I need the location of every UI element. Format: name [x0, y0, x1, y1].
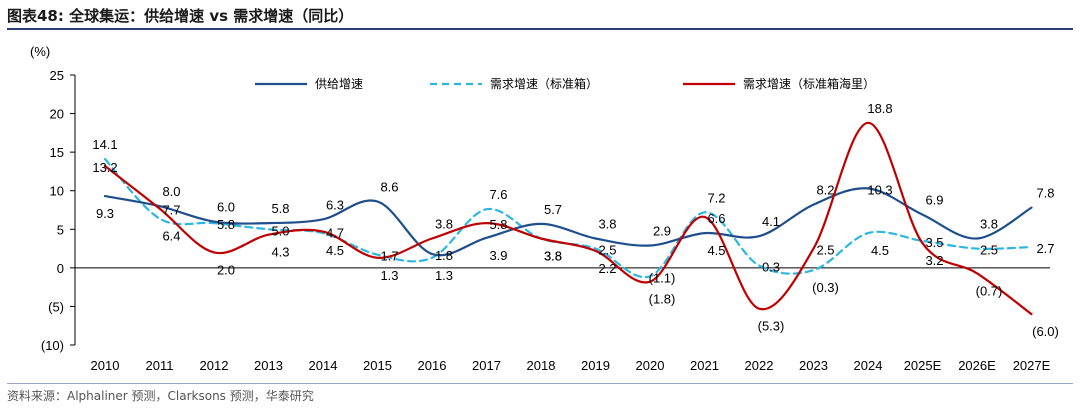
figure-title: 图表48: 全球集运：供给增速 vs 需求增速（同比）: [7, 7, 354, 25]
data-label-s1-2: 5.8: [217, 217, 235, 232]
data-label-s1-12: 0.3: [762, 260, 780, 275]
data-label-s2-11: 6.6: [707, 211, 725, 226]
data-label-s2-12: (5.3): [758, 319, 785, 334]
data-label-s1-4: 4.5: [326, 243, 344, 258]
y-tick-label: 5: [57, 222, 64, 237]
legend-label-1: 需求增速（标准箱）: [490, 76, 598, 91]
data-label-s0-0: 9.3: [96, 206, 114, 221]
x-tick-label: 2027E: [1013, 358, 1051, 373]
x-tick-label: 2010: [91, 358, 120, 373]
data-label-s0-9: 3.8: [598, 217, 616, 232]
x-tick-label: 2022: [745, 358, 774, 373]
source-rule: [7, 383, 1073, 384]
data-label-s0-4: 6.3: [326, 197, 344, 212]
data-label-s2-10: (1.8): [649, 292, 676, 307]
x-tick-label: 2012: [200, 358, 229, 373]
data-label-s2-13: 2.5: [816, 243, 834, 258]
source-note: 资料来源：Alphaliner 预测，Clarksons 预测，华泰研究: [7, 389, 314, 403]
data-label-s2-7: 5.8: [489, 217, 507, 232]
data-label-s2-0: 13.2: [92, 160, 117, 175]
data-label-s1-1: 6.4: [162, 228, 180, 243]
x-tick-label: 2025E: [904, 358, 942, 373]
series-layer: [103, 121, 1033, 316]
data-label-s2-1: 7.7: [162, 202, 180, 217]
data-label-s0-11: 4.5: [707, 243, 725, 258]
data-label-s0-8: 5.7: [544, 202, 562, 217]
data-label-s2-4: 4.7: [326, 226, 344, 241]
data-label-s1-15: 3.5: [925, 235, 943, 250]
y-tick-label: (5): [48, 299, 64, 314]
data-label-s0-1: 8.0: [162, 184, 180, 199]
x-tick-label: 2014: [309, 358, 338, 373]
data-label-s2-2: 2.0: [217, 262, 235, 277]
y-tick-label: 0: [57, 261, 64, 276]
title-rule: [7, 28, 1073, 30]
x-tick-label: 2015: [363, 358, 392, 373]
data-label-s0-7: 3.9: [489, 248, 507, 263]
series-line-1: [103, 158, 1033, 279]
data-label-s1-13: (0.3): [812, 280, 839, 295]
data-label-s2-5: 1.3: [380, 268, 398, 283]
data-label-s2-16: (0.7): [976, 283, 1003, 298]
data-label-s1-9: 2.5: [598, 243, 616, 258]
y-unit-label: (%): [30, 44, 50, 59]
data-label-s1-8: 3.8: [544, 249, 562, 264]
data-label-s0-12: 4.1: [762, 214, 780, 229]
x-tick-label: 2019: [581, 358, 610, 373]
data-label-s2-14: 18.8: [867, 101, 892, 116]
data-label-s0-6: 1.8: [435, 248, 453, 263]
legend-label-2: 需求增速（标准箱海里）: [743, 76, 875, 91]
x-tick-label: 2013: [254, 358, 283, 373]
data-label-s0-16: 3.8: [980, 217, 998, 232]
y-tick-label: 15: [50, 145, 64, 160]
x-tick-label: 2011: [146, 358, 174, 373]
x-tick-label: 2017: [472, 358, 501, 373]
data-label-s0-3: 5.8: [271, 201, 289, 216]
x-tick-label: 2023: [799, 358, 828, 373]
data-label-s1-7: 7.6: [489, 187, 507, 202]
data-label-s1-14: 4.5: [871, 243, 889, 258]
x-tick-label: 2020: [636, 358, 665, 373]
data-label-s0-17: 7.8: [1036, 186, 1054, 201]
x-tick-label: 2026E: [958, 358, 996, 373]
y-tick-label: 25: [50, 68, 64, 83]
y-tick-label: (10): [41, 338, 64, 353]
y-tick-label: 20: [50, 107, 64, 122]
x-tick-label: 2016: [418, 358, 447, 373]
data-label-s1-16: 2.5: [980, 243, 998, 258]
data-label-s0-5: 8.6: [380, 180, 398, 195]
data-label-s1-0: 14.1: [92, 137, 117, 152]
data-labels-layer: 9.3 8.0 6.0 5.8 6.3 8.6 1.8 3.9 5.7 3.8 2.9 4.5 4.1 8…: [92, 101, 1059, 339]
data-label-s1-5: 1.7: [380, 249, 398, 264]
data-label-s2-3: 4.3: [271, 245, 289, 260]
x-tick-label: 2021: [690, 358, 719, 373]
data-label-s2-15: 3.2: [925, 253, 943, 268]
data-label-s1-11: 7.2: [707, 190, 725, 205]
data-label-s1-3: 5.0: [271, 223, 289, 238]
y-tick-label: 10: [50, 184, 64, 199]
data-label-s1-10: (1.1): [649, 270, 676, 285]
legend: 供给增速 需求增速（标准箱） 需求增速（标准箱海里）: [255, 76, 875, 91]
x-tick-label: 2018: [527, 358, 556, 373]
data-label-s0-10: 2.9: [653, 223, 671, 238]
data-label-s0-13: 8.2: [816, 183, 834, 198]
series-line-0: [103, 187, 1033, 257]
data-label-s2-8: 3.8: [544, 249, 562, 264]
data-label-s1-6: 1.3: [435, 268, 453, 283]
series-line-2: [103, 121, 1033, 316]
data-label-s0-15: 6.9: [925, 193, 943, 208]
data-label-s0-2: 6.0: [217, 200, 235, 215]
data-label-s2-6: 3.8: [435, 217, 453, 232]
data-label-s0-14: 10.3: [867, 182, 892, 197]
data-label-s2-17: (6.0): [1032, 324, 1059, 339]
data-label-s1-17: 2.7: [1036, 241, 1054, 256]
legend-label-0: 供给增速: [315, 77, 363, 91]
data-label-s2-9: 2.2: [598, 261, 616, 276]
x-tick-label: 2024: [854, 358, 883, 373]
